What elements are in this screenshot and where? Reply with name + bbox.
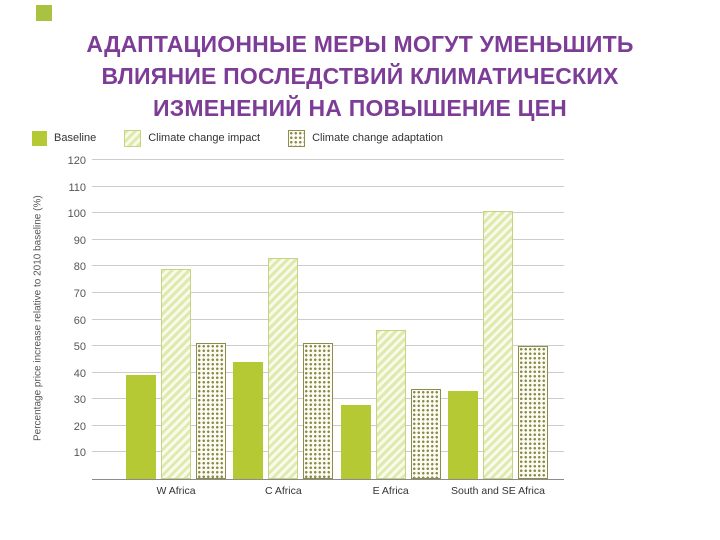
bar-series-0 bbox=[233, 362, 264, 479]
chart-legend: Baseline Climate change impact Climate cha… bbox=[32, 126, 570, 150]
title-line-3: ИЗМЕНЕНИЙ НА ПОВЫШЕНИЕ ЦЕН bbox=[153, 95, 567, 122]
legend-swatch-1 bbox=[124, 129, 142, 147]
bar-series-1 bbox=[375, 330, 406, 479]
bar-series-1 bbox=[268, 258, 299, 479]
legend-item: Climate change impact bbox=[124, 129, 261, 147]
legend-label: Baseline bbox=[54, 132, 97, 144]
bar-group: W Africa bbox=[126, 160, 226, 497]
y-tick-label: 10 bbox=[73, 447, 86, 460]
gridline bbox=[92, 212, 564, 214]
bar-series-2 bbox=[303, 343, 334, 479]
bar-series-2 bbox=[517, 346, 548, 479]
x-category-label: South and SE Africa bbox=[450, 485, 545, 497]
gridline bbox=[92, 265, 564, 267]
gridline bbox=[92, 185, 564, 187]
gridline bbox=[92, 318, 564, 320]
x-category-label: C Africa bbox=[264, 485, 302, 497]
legend-label: Climate change adaptation bbox=[312, 132, 443, 144]
y-tick-label: 120 bbox=[67, 155, 86, 167]
bar-group: C Africa bbox=[233, 160, 334, 497]
bar-series-0 bbox=[447, 391, 478, 479]
legend-swatch-0 bbox=[32, 130, 47, 146]
x-category-label: E Africa bbox=[372, 485, 409, 497]
corner-square-decoration bbox=[36, 5, 52, 21]
bar-series-1 bbox=[482, 210, 513, 479]
y-tick-label: 80 bbox=[73, 261, 86, 274]
price-increase-bar-chart: Baseline Climate change impact Climate cha… bbox=[28, 126, 570, 510]
title-line-1: АДАПТАЦИОННЫЕ МЕРЫ МОГУТ УМЕНЬШИТЬ bbox=[86, 31, 634, 57]
legend-item: Climate change adaptation bbox=[288, 129, 443, 147]
legend-item: Baseline bbox=[32, 130, 97, 146]
bar-series-0 bbox=[126, 375, 156, 479]
bar-group: South and SE Africa bbox=[447, 160, 548, 497]
y-tick-label: 30 bbox=[73, 394, 86, 407]
page-title: АДАПТАЦИОННЫЕ МЕРЫ МОГУТ УМЕНЬШИТЬ ВЛИЯН… bbox=[20, 28, 700, 125]
x-category-label: W Africa bbox=[156, 485, 196, 497]
y-tick-label: 110 bbox=[68, 181, 86, 194]
legend-swatch-2 bbox=[288, 129, 306, 147]
y-tick-label: 20 bbox=[73, 420, 86, 433]
bar-groups: W Africa C Africa E Africa South and SE Afr… bbox=[92, 160, 564, 497]
bar-series-1 bbox=[161, 269, 191, 479]
plot-area: W Africa C Africa E Africa South and SE Afr… bbox=[68, 155, 564, 497]
bar-group: E Africa bbox=[340, 160, 441, 497]
chart-body: Percentage price increase relative to 20… bbox=[28, 154, 570, 506]
bar-series-2 bbox=[410, 388, 441, 479]
gridline bbox=[92, 291, 564, 293]
y-tick-label: 100 bbox=[67, 208, 86, 221]
gridline bbox=[92, 238, 564, 240]
gridline bbox=[92, 159, 564, 160]
bar-series-2 bbox=[196, 343, 226, 479]
y-tick-label: 70 bbox=[73, 287, 86, 300]
legend-label: Climate change impact bbox=[148, 132, 261, 144]
bar-series-0 bbox=[340, 404, 371, 479]
title-line-2: ВЛИЯНИЕ ПОСЛЕДСТВИЙ КЛИМАТИЧЕСКИХ bbox=[101, 63, 619, 90]
y-tick-label: 90 bbox=[73, 234, 86, 247]
y-tick-label: 40 bbox=[73, 367, 86, 380]
y-axis-label: Percentage price increase relative to 20… bbox=[32, 195, 44, 441]
y-tick-label: 60 bbox=[73, 314, 86, 327]
y-tick-label: 50 bbox=[73, 341, 86, 354]
